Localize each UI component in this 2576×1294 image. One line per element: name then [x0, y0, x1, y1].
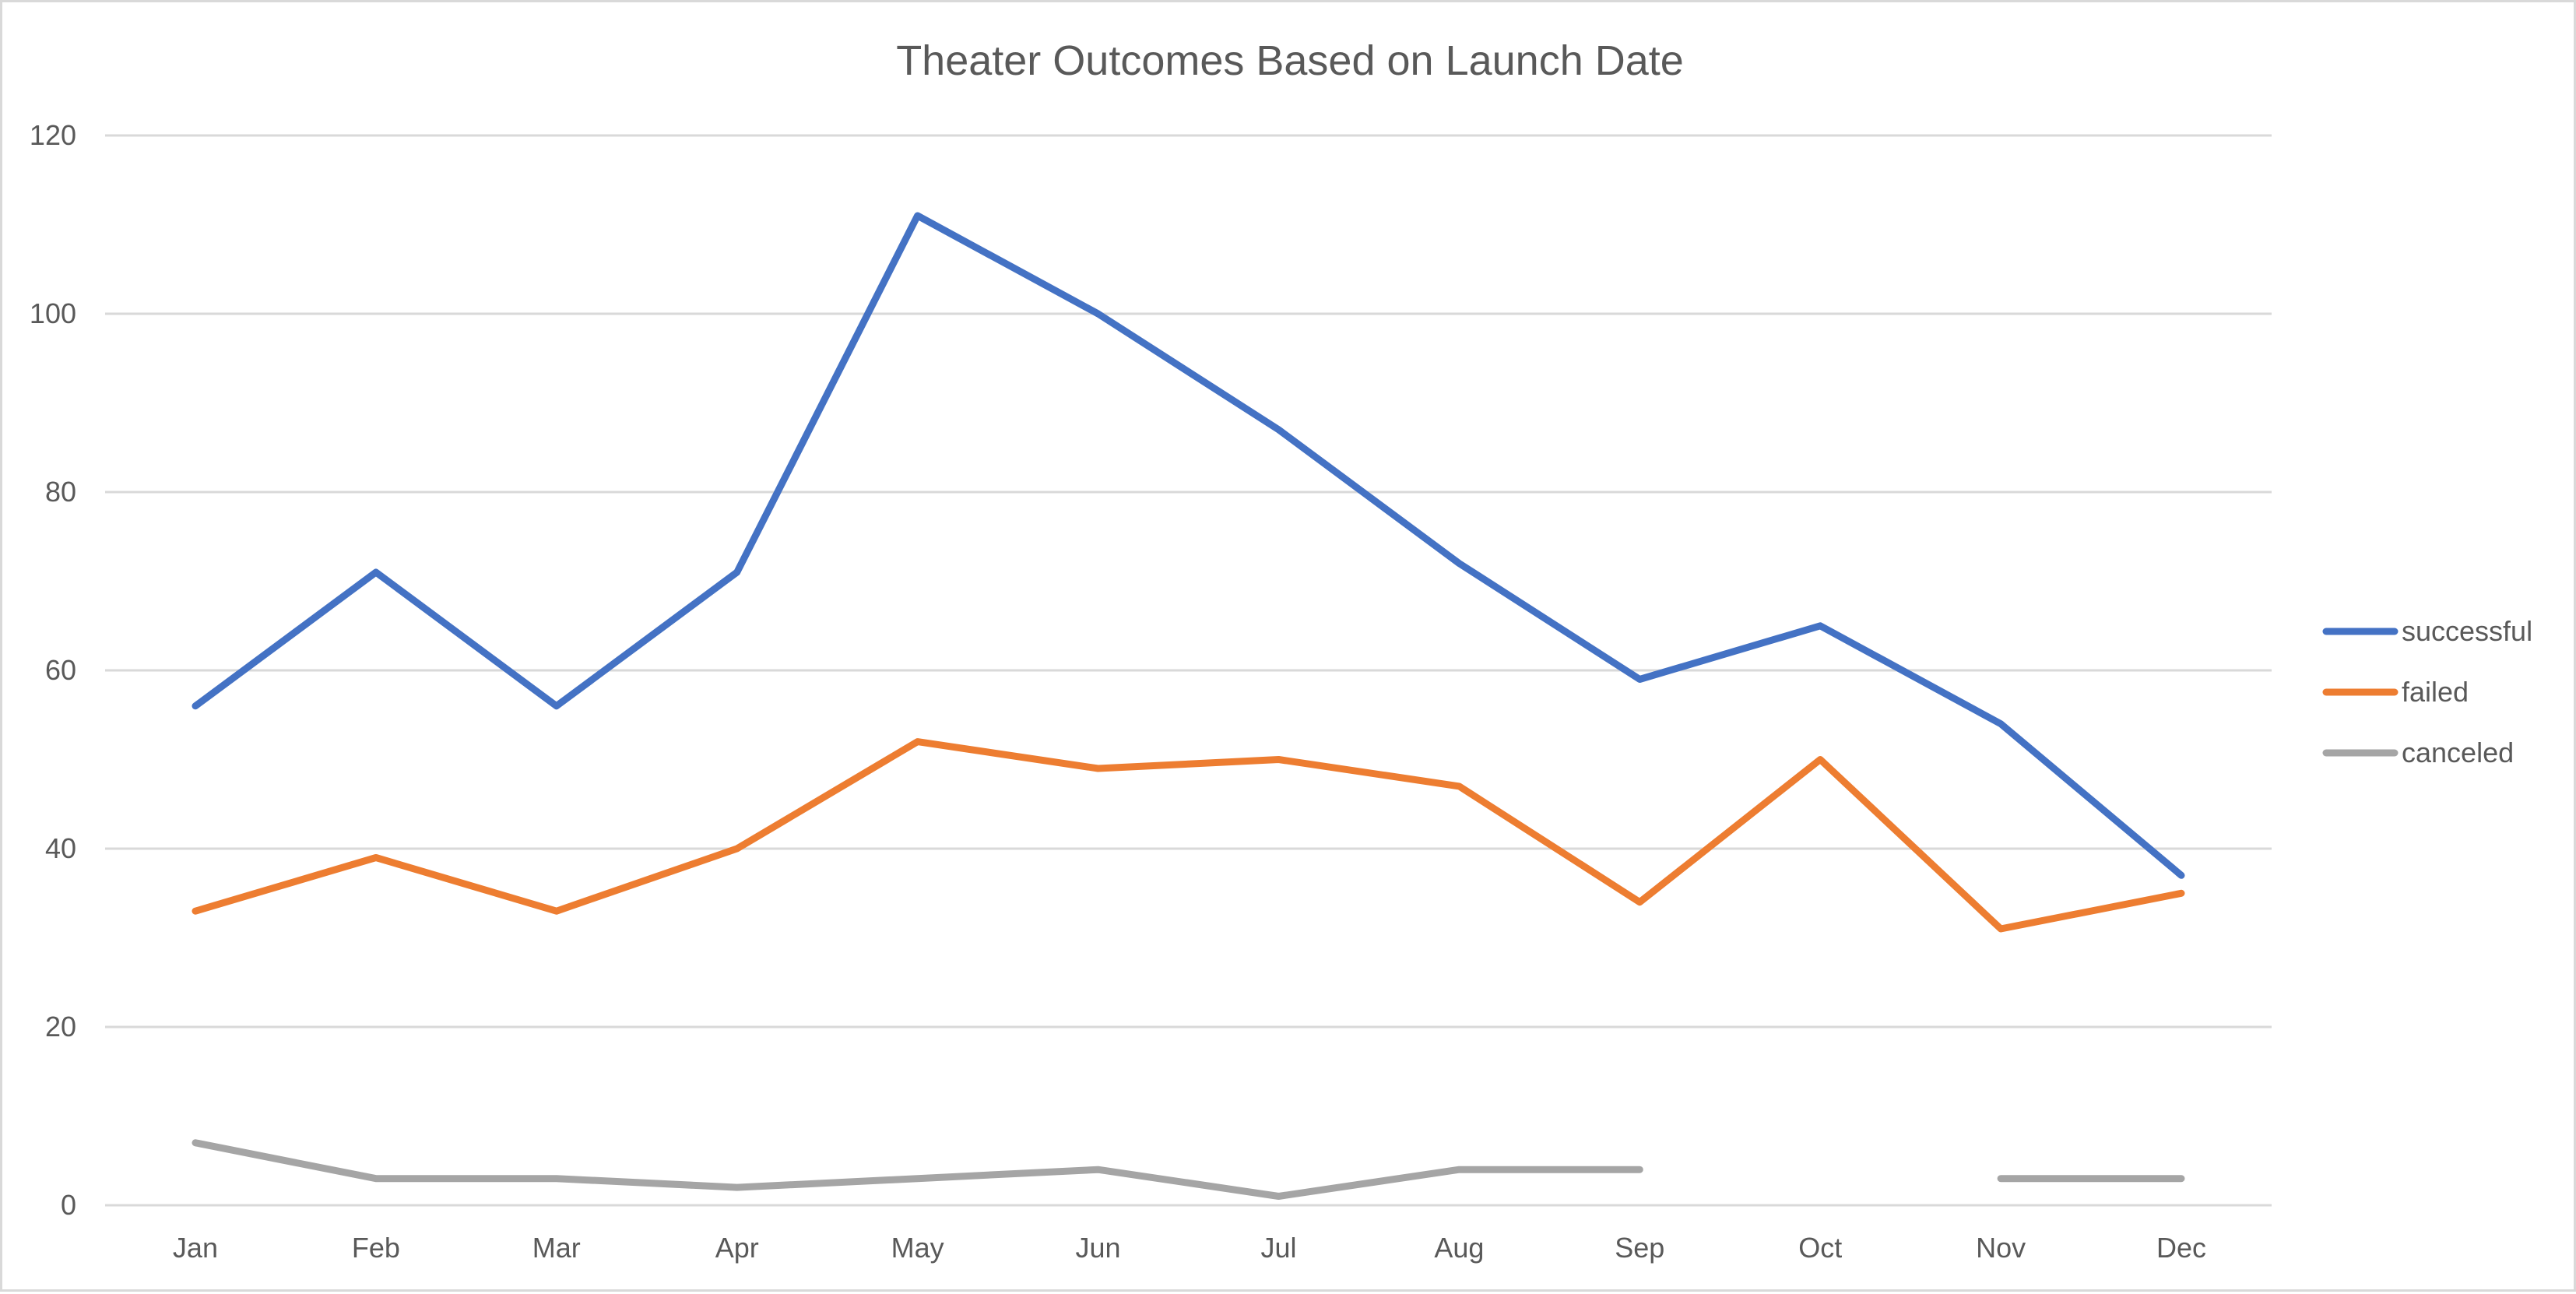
x-axis-ticks: Jan Feb Mar Apr May Jun Jul Aug Sep Oct Nov Dec [173, 1232, 2206, 1264]
x-tick-label: Dec [2156, 1232, 2206, 1264]
y-axis-ticks: 0 20 40 60 80 100 120 [30, 119, 76, 1221]
y-tick-label: 80 [45, 476, 76, 508]
x-tick-label: Aug [1434, 1232, 1484, 1264]
y-tick-label: 40 [45, 832, 76, 864]
chart-title: Theater Outcomes Based on Launch Date [896, 37, 1684, 84]
series-lines [195, 216, 2181, 1197]
x-tick-label: May [891, 1232, 944, 1264]
x-tick-label: Jan [173, 1232, 218, 1264]
gridlines [105, 135, 2272, 1205]
x-tick-label: Apr [715, 1232, 759, 1264]
x-tick-label: Feb [352, 1232, 400, 1264]
y-tick-label: 20 [45, 1011, 76, 1043]
y-tick-label: 60 [45, 654, 76, 686]
series-line-canceled [195, 1143, 2181, 1197]
y-tick-label: 0 [61, 1189, 76, 1221]
legend-label: successful [2402, 615, 2532, 647]
legend-label: failed [2402, 676, 2469, 708]
legend-item-canceled: canceled [2326, 737, 2514, 768]
series-failed [195, 742, 2181, 930]
series-line-failed [195, 742, 2181, 929]
series-canceled [195, 1143, 2181, 1197]
y-tick-label: 120 [30, 119, 76, 151]
legend-item-successful: successful [2326, 615, 2532, 647]
legend: successful failed canceled [2326, 615, 2532, 768]
legend-label: canceled [2402, 737, 2514, 768]
y-tick-label: 100 [30, 297, 76, 329]
x-tick-label: Jun [1076, 1232, 1121, 1264]
x-tick-label: Mar [532, 1232, 581, 1264]
x-tick-label: Oct [1798, 1232, 1842, 1264]
x-tick-label: Nov [1976, 1232, 2026, 1264]
x-tick-label: Jul [1260, 1232, 1296, 1264]
legend-item-failed: failed [2326, 676, 2469, 708]
x-tick-label: Sep [1615, 1232, 1664, 1264]
